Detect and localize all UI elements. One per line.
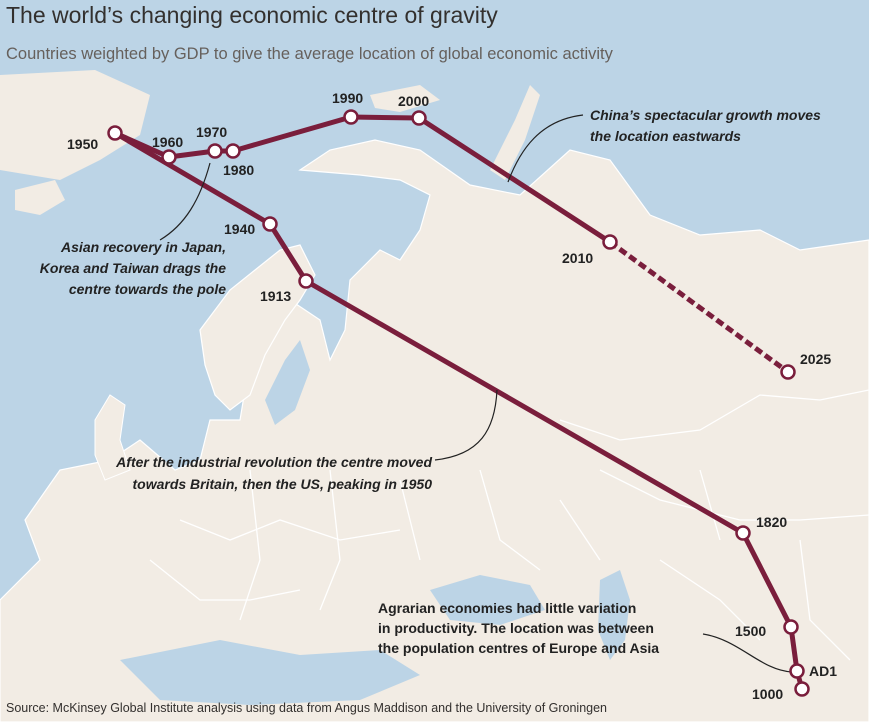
annotation-asia-line: Asian recovery in Japan, — [60, 239, 226, 255]
path-segment-1950-1960 — [112, 130, 172, 160]
year-label-1970: 1970 — [196, 124, 227, 140]
year-label-2000: 2000 — [398, 93, 429, 109]
leader-china — [507, 114, 584, 183]
year-label-1960: 1960 — [152, 134, 183, 150]
annotation-industrial-line: towards Britain, then the US, peaking in… — [132, 476, 432, 492]
annotation-industrial-line: After the industrial revolution the cent… — [115, 454, 432, 470]
iceland-land — [15, 180, 65, 215]
path-segment-1820-1913 — [303, 278, 746, 536]
leader-agrarian — [702, 633, 793, 673]
annotation-agrarian-line: Agrarian economies had little variation — [378, 600, 636, 616]
point-marker-1960 — [161, 149, 177, 165]
point-marker-AD1 — [789, 663, 805, 679]
path-segment-2010-2025 — [608, 239, 790, 375]
annotation-agrarian-line: in productivity. The location was betwee… — [378, 620, 654, 636]
year-label-1000: 1000 — [752, 686, 783, 702]
annotation-industrial: After the industrial revolution the cent… — [115, 454, 432, 492]
year-label-1940: 1940 — [224, 221, 255, 237]
point-marker-1500 — [783, 619, 799, 635]
year-label-1990: 1990 — [332, 90, 363, 106]
point-marker-1000 — [794, 681, 810, 697]
year-label-1913: 1913 — [260, 288, 291, 304]
point-marker-1940 — [262, 216, 278, 232]
point-marker-2000 — [411, 110, 427, 126]
path-segment-1913-1940 — [267, 221, 309, 284]
british-isles-land — [94, 394, 131, 481]
path-segment-1990-2000 — [348, 114, 422, 121]
path-segment-1500-1820 — [740, 530, 794, 630]
point-marker-1820 — [735, 525, 751, 541]
annotation-china-line: the location eastwards — [590, 128, 741, 144]
chart-title: The world’s changing economic centre of … — [6, 2, 498, 28]
annotation-asia-line: Korea and Taiwan drags the — [40, 260, 226, 276]
year-label-1820: 1820 — [756, 514, 787, 530]
novaya-zemlya-land — [490, 85, 540, 180]
year-label-2010: 2010 — [562, 250, 593, 266]
mediterranean-sea — [120, 640, 420, 705]
annotation-asia: Asian recovery in Japan, Korea and Taiwan… — [40, 239, 226, 297]
annotation-china: China’s spectacular growth moves the loca… — [590, 107, 821, 144]
year-label-AD1: AD1 — [809, 663, 837, 679]
greenland-land — [0, 70, 150, 180]
annotation-agrarian-line: the population centres of Europe and Asi… — [378, 640, 659, 656]
year-label-1950: 1950 — [67, 136, 98, 152]
point-marker-1950 — [107, 125, 123, 141]
path-segment-1980-1990 — [230, 114, 354, 154]
leader-asia — [159, 162, 211, 241]
annotation-china-line: China’s spectacular growth moves — [590, 107, 821, 123]
arctic-island-land — [370, 85, 440, 112]
year-label-1980: 1980 — [223, 162, 254, 178]
annotation-agrarian: Agrarian economies had little variation i… — [378, 600, 659, 656]
path-segment-2000-2010 — [416, 115, 613, 245]
point-marker-2010 — [602, 234, 618, 250]
point-marker-1990 — [343, 109, 359, 125]
baltic-sea — [265, 340, 310, 425]
point-marker-1980 — [225, 143, 241, 159]
caspian-sea — [598, 570, 630, 660]
chart-subtitle: Countries weighted by GDP to give the av… — [6, 45, 613, 63]
point-marker-2025 — [780, 364, 796, 380]
source-note: Source: McKinsey Global Institute analys… — [6, 701, 608, 715]
annotation-asia-line: centre towards the pole — [69, 281, 226, 297]
year-label-1500: 1500 — [735, 623, 766, 639]
black-sea — [430, 575, 545, 625]
leader-industrial — [434, 389, 498, 461]
year-label-2025: 2025 — [800, 351, 831, 367]
scandinavia-land — [199, 244, 316, 411]
path-segment-1940-1950 — [112, 130, 273, 227]
point-marker-1970 — [207, 143, 223, 159]
point-marker-1913 — [298, 273, 314, 289]
